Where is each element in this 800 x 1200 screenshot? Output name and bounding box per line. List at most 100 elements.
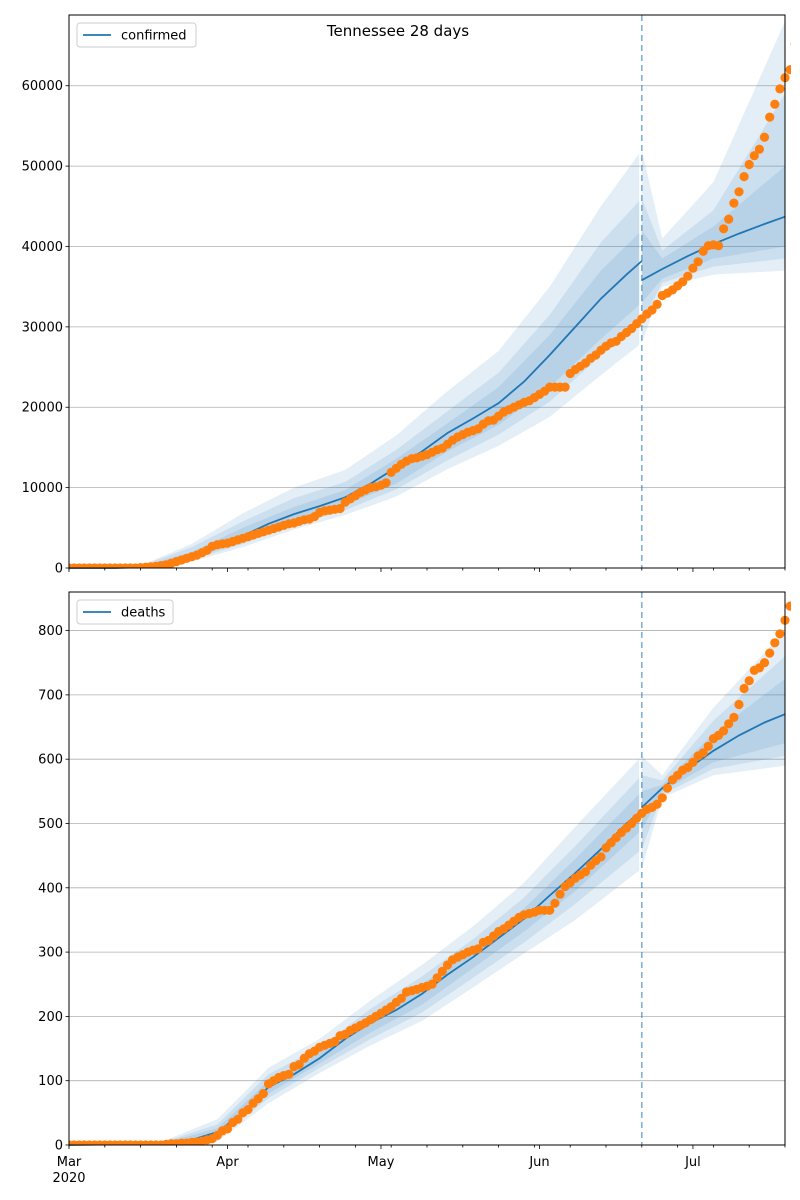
x-tick-label: May — [368, 1155, 395, 1170]
x-tick-label: Mar — [57, 1155, 82, 1170]
legend-box — [76, 22, 197, 48]
observed-point — [243, 1105, 253, 1115]
y-tick-label: 60000 — [22, 79, 63, 94]
confidence-band-forecast — [641, 93, 785, 323]
observed-point — [770, 99, 780, 109]
observed-point — [437, 966, 447, 977]
observed-point — [284, 1069, 294, 1079]
observed-points — [69, 27, 800, 568]
chart-title: Tennessee 28 days — [326, 22, 469, 40]
observed-point — [790, 42, 791, 46]
observed-point — [688, 263, 698, 273]
observed-point — [335, 503, 345, 514]
observed-point — [683, 271, 693, 281]
confidence-band-forecast — [641, 166, 785, 303]
y-tick-label: 500 — [38, 817, 63, 832]
observed-point — [381, 478, 391, 488]
y-tick-label: 30000 — [22, 320, 63, 335]
observed-point — [652, 799, 662, 809]
y-tick-label: 200 — [38, 1010, 63, 1025]
observed-point — [770, 638, 780, 648]
x-tick-label: Jul — [684, 1155, 701, 1170]
y-tick-label: 800 — [38, 624, 63, 639]
observed-point — [560, 382, 570, 392]
y-tick-label: 10000 — [22, 481, 63, 496]
observed-point — [729, 712, 739, 723]
confidence-band-fit — [166, 778, 640, 1145]
observed-point — [427, 979, 437, 989]
observed-point — [662, 783, 673, 793]
observed-point — [775, 84, 785, 94]
observed-point — [719, 224, 729, 234]
observed-point — [703, 741, 713, 751]
observed-point — [734, 187, 744, 197]
y-tick-label: 0 — [55, 562, 63, 577]
confidence-band-forecast — [641, 656, 785, 850]
observed-point — [734, 699, 744, 710]
confirmed-panel: 0 10000 20000 30000 40000 50000 60000 confirmed — [22, 14, 800, 577]
legend: deaths — [76, 599, 174, 625]
legend-box — [76, 599, 174, 625]
x-year-label: 2020 — [52, 1171, 85, 1186]
observed-point — [759, 658, 770, 668]
observed-point — [796, 27, 800, 36]
observed-point — [775, 629, 785, 639]
observed-point — [785, 601, 791, 611]
observed-point — [698, 748, 708, 758]
y-tick-label: 700 — [38, 688, 63, 703]
observed-point — [759, 132, 770, 142]
confidence-band-forecast — [641, 630, 785, 869]
observed-point — [724, 719, 734, 729]
observed-point — [739, 172, 749, 182]
observed-point — [765, 648, 775, 658]
deaths-panel: 0 100 200 300 400 500 600 700 800 deaths — [38, 591, 791, 1154]
confidence-band-forecast — [641, 678, 785, 830]
x-tick-label: Jun — [528, 1155, 549, 1170]
observed-point — [713, 241, 724, 251]
observed-point — [432, 973, 442, 983]
observed-point — [222, 1124, 233, 1134]
observed-point — [258, 1089, 268, 1099]
y-tick-label: 400 — [38, 881, 63, 896]
legend: confirmed — [76, 22, 197, 48]
y-tick-label: 0 — [55, 1139, 63, 1154]
observed-point — [765, 112, 775, 122]
observed-point — [233, 1114, 243, 1124]
confidence-band-fit — [140, 201, 640, 568]
observed-point — [744, 159, 754, 170]
observed-point — [294, 1060, 304, 1070]
y-tick-label: 600 — [38, 753, 63, 768]
observed-points — [69, 601, 791, 1145]
observed-point — [719, 726, 729, 736]
legend-label: deaths — [121, 606, 166, 621]
observed-point — [652, 299, 662, 309]
observed-point — [739, 683, 749, 694]
y-tick-label: 300 — [38, 946, 63, 961]
observed-point — [550, 898, 560, 908]
observed-point — [657, 793, 667, 803]
observed-point — [473, 944, 483, 954]
axes-frame — [68, 591, 786, 1146]
observed-point — [596, 852, 606, 862]
y-tick-label: 100 — [38, 1074, 63, 1089]
x-axis-labels: 2020 Mar Apr May Jun Jul — [52, 1155, 700, 1186]
observed-point — [749, 151, 759, 161]
observed-point — [744, 676, 754, 686]
x-tick-label: Apr — [216, 1155, 239, 1170]
y-tick-label: 20000 — [22, 401, 63, 416]
legend-label: confirmed — [121, 29, 187, 44]
observed-point — [729, 198, 739, 208]
observed-point — [396, 993, 406, 1004]
observed-point — [580, 867, 591, 877]
model-forecast-line — [641, 713, 786, 809]
axes-frame — [68, 14, 786, 569]
y-tick-label: 50000 — [22, 160, 63, 175]
confidence-band-forecast — [641, 21, 785, 343]
observed-point — [754, 144, 765, 154]
observed-point — [785, 65, 791, 75]
y-tick-label: 40000 — [22, 240, 63, 255]
observed-point — [790, 601, 791, 606]
observed-point — [545, 905, 555, 915]
observed-point — [693, 257, 703, 267]
